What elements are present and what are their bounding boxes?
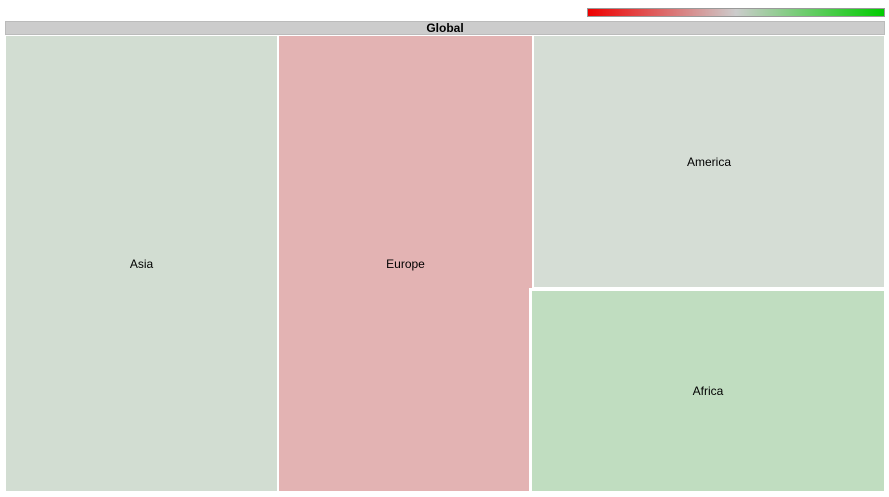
cell-label-america: America — [686, 154, 731, 169]
cell-label-asia: Asia — [129, 256, 154, 271]
treemap-cell-asia[interactable]: Asia — [5, 35, 278, 492]
treemap-cell-europe[interactable]: Europe — [278, 35, 533, 492]
treemap-cell-africa[interactable]: Africa — [529, 288, 885, 492]
cell-label-africa: Africa — [692, 384, 724, 398]
treemap-cell-america[interactable]: America — [533, 35, 885, 288]
color-scale-bar — [587, 8, 885, 17]
treemap-root-header[interactable]: Global — [5, 21, 885, 35]
cell-label-europe: Europe — [386, 256, 425, 271]
